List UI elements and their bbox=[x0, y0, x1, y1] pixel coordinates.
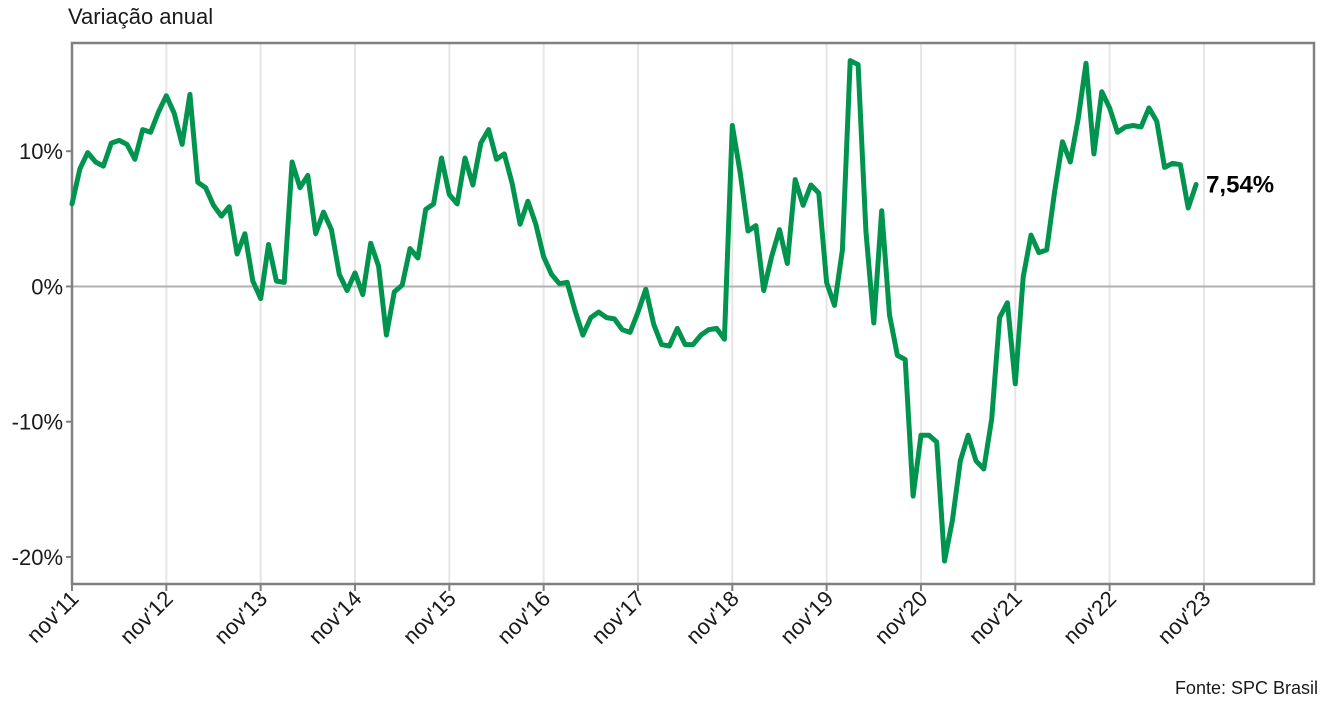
x-tick-label: nov'14 bbox=[303, 586, 366, 649]
x-tick-label: nov'23 bbox=[1152, 586, 1215, 649]
series-line bbox=[69, 58, 1199, 564]
x-axis: nov'11 nov'12 nov'13 nov'14 nov'15 nov'16 nov'… bbox=[22, 584, 1215, 649]
x-tick-label: nov'16 bbox=[492, 586, 555, 649]
source-note: Fonte: SPC Brasil bbox=[1175, 678, 1318, 698]
y-tick-label: 10% bbox=[19, 139, 63, 164]
gridlines bbox=[71, 43, 1205, 584]
x-tick-label: nov'12 bbox=[115, 586, 178, 649]
x-tick-label: nov'11 bbox=[22, 586, 84, 648]
y-tick-label: 0% bbox=[31, 274, 63, 299]
x-tick-label: nov'17 bbox=[586, 586, 649, 649]
y-axis-title: Variação anual bbox=[68, 4, 213, 29]
y-axis: 10% 0% -10% -20% bbox=[12, 139, 72, 570]
plot-frame bbox=[70, 41, 1316, 586]
x-tick-label: nov'13 bbox=[209, 586, 272, 649]
x-tick-label: nov'21 bbox=[964, 586, 1027, 649]
y-tick-label: -20% bbox=[12, 545, 63, 570]
x-tick-label: nov'15 bbox=[398, 586, 461, 649]
end-value-label: 7,54% bbox=[1206, 171, 1274, 198]
y-tick-label: -10% bbox=[12, 410, 63, 435]
x-tick-label: nov'22 bbox=[1058, 586, 1121, 649]
x-tick-label: nov'18 bbox=[681, 586, 744, 649]
x-tick-label: nov'19 bbox=[775, 586, 838, 649]
x-tick-label: nov'20 bbox=[869, 586, 932, 649]
